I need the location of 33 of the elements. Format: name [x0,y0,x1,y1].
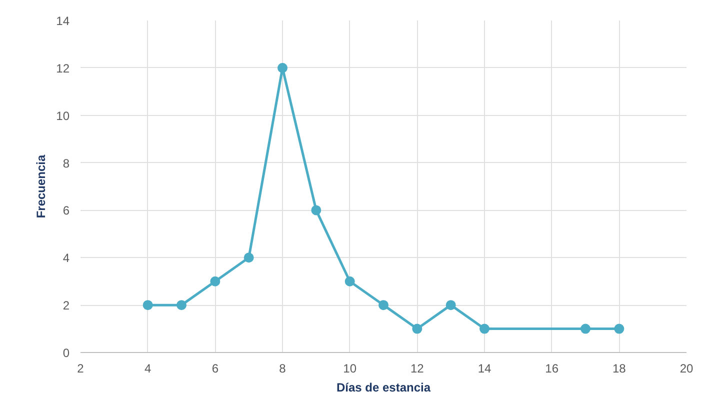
point [446,300,456,310]
y-tick-label: 4 [62,251,70,266]
x-tick-label: 20 [680,362,694,376]
y-tick-label: 14 [56,14,70,28]
y-tick-label: 0 [62,346,70,360]
point [580,324,590,334]
point [344,276,355,286]
point [378,300,388,310]
y-tick-label: 6 [62,204,70,218]
y-tick-label: 8 [62,156,70,170]
y-tick-label: 12 [56,61,70,76]
point [614,324,624,334]
point [412,324,422,334]
point [210,276,220,286]
x-tick-label: 14 [478,362,492,376]
x-tick-label: 2 [77,362,84,376]
point [480,324,490,334]
x-tick-label: 18 [612,362,626,376]
x-axis-title: Días de estancia [336,380,431,394]
x-tick-label: 8 [279,362,286,376]
point [278,62,288,73]
x-tick-label: 12 [410,362,424,376]
point [176,300,186,310]
x-tick-label: 6 [212,362,219,376]
point [244,252,254,263]
y-axis-title: Frecuencia [34,154,48,218]
point [311,205,322,216]
x-tick-label: 4 [144,362,152,376]
x-tick-label: 16 [545,362,559,376]
y-tick-label: 2 [62,298,70,313]
x-tick-label: 10 [343,362,357,376]
y-tick-label: 10 [56,108,70,123]
point [142,300,153,310]
